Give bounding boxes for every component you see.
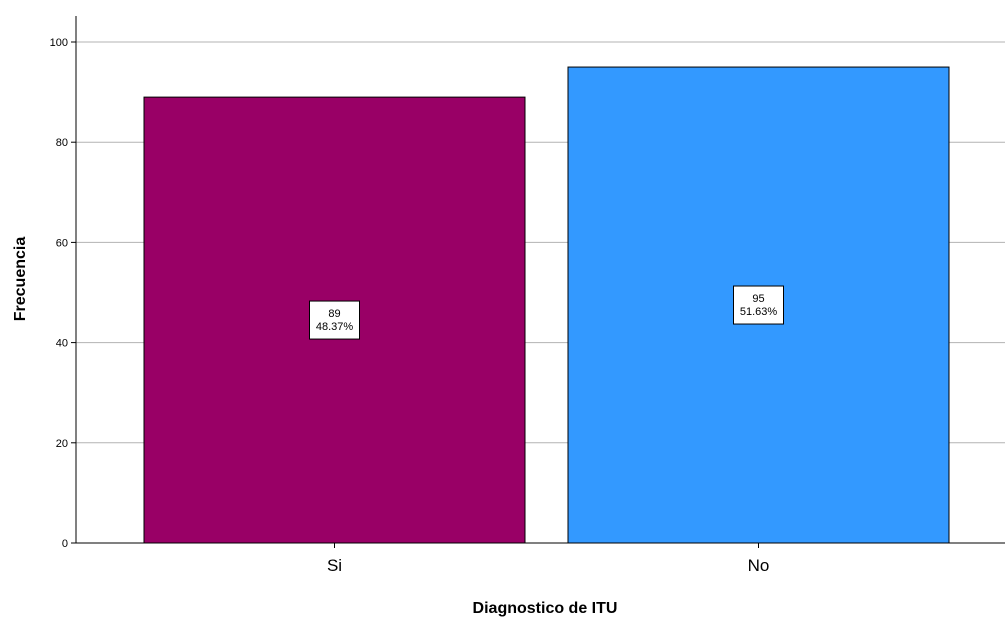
y-tick-label: 20: [56, 438, 68, 450]
y-tick-label: 100: [50, 37, 68, 49]
y-tick-label: 60: [56, 237, 68, 249]
data-label-percent: 51.63%: [740, 306, 778, 318]
data-label-count: 95: [752, 293, 764, 305]
y-tick-label: 80: [56, 137, 68, 149]
y-tick-label: 40: [56, 338, 68, 350]
y-axis-title: Frecuencia: [12, 237, 29, 322]
x-tick-label: No: [748, 556, 770, 575]
y-tick-label: 0: [62, 538, 68, 550]
data-label-percent: 48.37%: [316, 321, 354, 333]
axes: [75, 16, 1005, 544]
x-tick-label: Si: [327, 556, 342, 575]
x-ticks: Si No: [327, 543, 769, 575]
x-axis-title: Diagnostico de ITU: [473, 600, 618, 617]
data-label-box: [733, 285, 784, 325]
data-label-count: 89: [328, 308, 340, 320]
y-ticks: 0 20 40 60 80 100: [50, 37, 76, 550]
bars: [143, 66, 950, 544]
data-label-box: [309, 300, 360, 340]
